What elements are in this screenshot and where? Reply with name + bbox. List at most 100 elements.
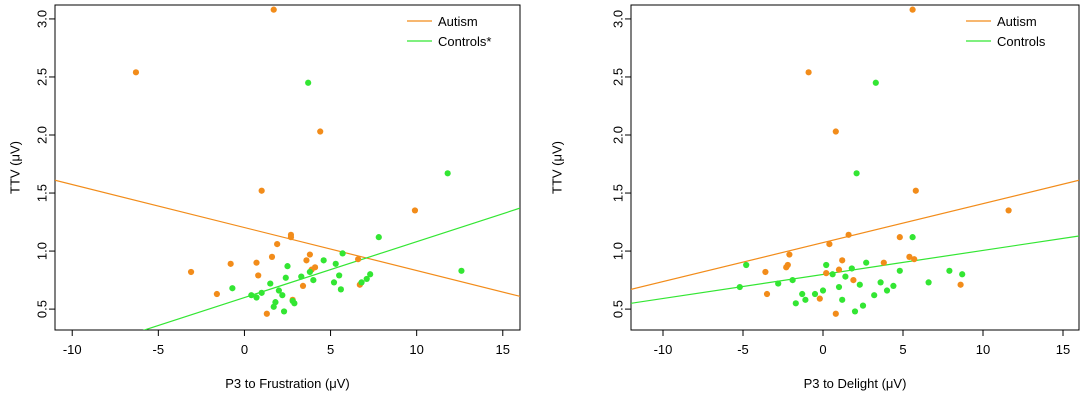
data-point-autism	[835, 266, 843, 273]
data-point-controls	[863, 259, 870, 266]
data-point-controls	[799, 290, 806, 298]
data-point-controls	[871, 292, 878, 299]
data-point-autism	[411, 207, 419, 214]
data-point-autism	[255, 272, 262, 279]
data-point-controls	[853, 170, 860, 177]
data-point-controls	[848, 265, 855, 272]
data-point-controls	[823, 261, 830, 269]
data-point-controls	[229, 285, 236, 292]
data-point-controls	[298, 273, 305, 280]
data-point-controls	[959, 271, 966, 278]
data-point-autism	[287, 234, 295, 241]
x-axis-label: P3 to Frustration (μV)	[225, 376, 350, 391]
data-point-autism	[850, 276, 857, 284]
data-point-autism	[762, 268, 769, 276]
data-point-controls	[775, 280, 782, 287]
data-point-controls	[320, 257, 327, 264]
data-point-controls	[851, 308, 859, 315]
data-point-autism	[845, 231, 852, 238]
plot-frame	[630, 4, 1080, 331]
legend-label: Controls*	[438, 34, 491, 49]
data-point-autism	[826, 241, 833, 248]
data-point-controls	[743, 261, 750, 269]
data-point-autism	[805, 69, 812, 76]
data-point-controls	[736, 283, 743, 291]
data-point-controls	[275, 287, 282, 294]
data-point-controls	[819, 287, 827, 294]
data-point-autism	[957, 281, 964, 288]
data-point-controls	[792, 300, 799, 307]
data-point-controls	[856, 281, 863, 288]
data-point-autism	[880, 259, 887, 266]
x-tick-label: -10	[654, 342, 673, 357]
y-tick-label: 3.0	[34, 10, 49, 28]
x-tick-label: 0	[819, 342, 826, 357]
data-point-controls	[789, 276, 796, 284]
y-tick-label: 2.5	[34, 68, 49, 86]
data-point-controls	[330, 279, 338, 286]
data-point-autism	[187, 268, 195, 276]
left-scatter-plot: -10 -5 0 5 10 15 0.5 1.0 1.5 2.0 2.5 3.0 P3 to Frust…	[7, 4, 521, 391]
data-point-autism	[270, 6, 277, 13]
data-point-controls	[872, 79, 879, 86]
x-tick-label: 5	[327, 342, 334, 357]
data-point-controls	[444, 170, 451, 177]
data-point-autism	[912, 187, 919, 194]
data-point-autism	[786, 251, 793, 258]
data-point-autism	[303, 257, 310, 264]
y-tick-label: 1.0	[610, 242, 625, 260]
data-point-autism	[213, 290, 220, 298]
data-point-controls	[270, 303, 277, 310]
data-point-autism	[1005, 207, 1012, 214]
data-point-autism	[839, 257, 846, 264]
data-point-autism	[274, 241, 281, 248]
data-point-controls	[896, 267, 903, 274]
data-point-controls	[282, 274, 289, 281]
data-point-autism	[253, 259, 260, 266]
y-tick-label: 1.5	[610, 184, 625, 202]
regression-line-controls	[631, 235, 1079, 304]
data-point-controls	[258, 289, 265, 296]
data-point-controls	[280, 308, 288, 315]
x-tick-label: 0	[241, 342, 248, 357]
data-point-controls	[284, 263, 291, 270]
x-tick-label: 15	[496, 342, 510, 357]
y-tick-label: 1.0	[34, 242, 49, 260]
data-point-controls	[367, 271, 374, 278]
x-tick-label: -5	[153, 342, 165, 357]
right-scatter-plot: -10 -5 0 5 10 15 0.5 1.0 1.5 2.0 2.5 3.0 P3 to Delig…	[549, 4, 1080, 391]
data-point-controls	[925, 279, 932, 286]
y-axis-label: TTV (μV)	[7, 141, 22, 194]
data-point-controls	[802, 296, 809, 303]
data-point-controls	[375, 234, 382, 241]
x-tick-label: 10	[409, 342, 423, 357]
data-point-autism	[306, 251, 313, 258]
data-point-controls	[842, 273, 849, 280]
data-point-autism	[227, 260, 234, 267]
data-point-controls	[458, 267, 465, 274]
regression-line-controls	[142, 207, 520, 330]
data-point-controls	[358, 279, 365, 286]
x-tick-label: -5	[737, 342, 749, 357]
y-tick-label: 1.5	[34, 184, 49, 202]
x-tick-label: -10	[63, 342, 82, 357]
y-tick-label: 0.5	[610, 300, 625, 318]
data-point-autism	[911, 256, 918, 263]
data-point-controls	[336, 272, 343, 279]
regression-line-autism	[55, 179, 520, 297]
data-point-autism	[783, 264, 790, 271]
data-point-controls	[332, 260, 339, 267]
data-point-autism	[896, 234, 903, 241]
x-tick-label: 10	[976, 342, 990, 357]
legend-label: Controls	[997, 34, 1046, 49]
data-point-controls	[248, 292, 255, 299]
data-point-controls	[253, 294, 260, 301]
data-point-controls	[909, 234, 916, 241]
y-tick-label: 2.0	[34, 126, 49, 144]
data-point-autism	[258, 187, 265, 194]
data-point-controls	[289, 297, 296, 305]
y-tick-label: 2.5	[610, 68, 625, 86]
data-point-autism	[832, 128, 839, 135]
data-point-controls	[310, 276, 317, 284]
data-point-controls	[363, 275, 370, 283]
